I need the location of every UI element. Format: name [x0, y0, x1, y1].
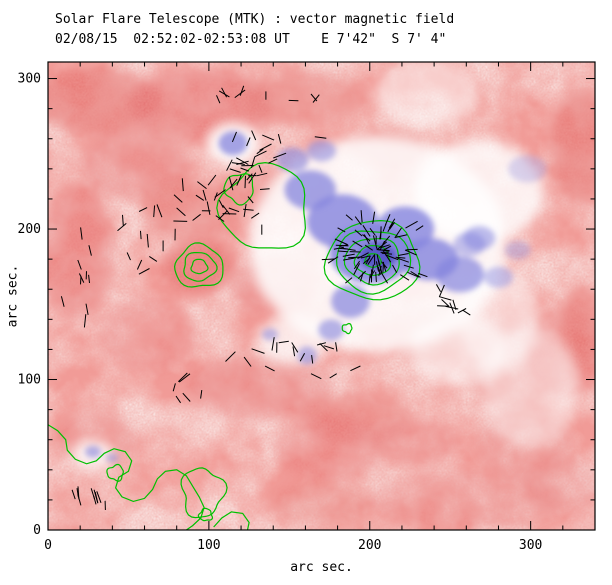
plot-content-layer: [48, 62, 595, 530]
x-tick-label: 300: [519, 538, 542, 553]
y-tick-label: 200: [18, 222, 41, 237]
plot-title: Solar Flare Telescope (MTK) : vector mag…: [55, 12, 455, 27]
y-tick-label: 100: [18, 373, 41, 388]
x-tick-label: 100: [197, 538, 220, 553]
y-tick-label: 300: [18, 72, 41, 87]
x-tick-label: 0: [44, 538, 52, 553]
vector-field-layer: [60, 85, 471, 511]
negative-field-layer: [85, 131, 547, 463]
x-axis-label: arc sec.: [290, 560, 353, 575]
y-axis-label: arc sec.: [5, 264, 21, 328]
axis-frame: 0 100 200 300 0 100 200 300: [18, 61, 596, 553]
y-tick-label: 0: [33, 523, 41, 538]
x-tick-label: 200: [358, 538, 381, 553]
plot-subtitle: 02/08/15 02:52:02-02:53:08 UT E 7'42" S …: [55, 32, 447, 47]
